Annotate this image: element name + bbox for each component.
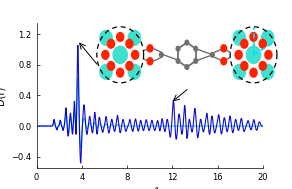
Circle shape xyxy=(125,39,134,49)
Circle shape xyxy=(112,46,128,64)
X-axis label: r / Å: r / Å xyxy=(140,188,160,189)
Circle shape xyxy=(99,64,113,80)
Circle shape xyxy=(240,61,248,71)
Circle shape xyxy=(116,32,124,42)
Circle shape xyxy=(246,46,261,64)
Circle shape xyxy=(232,64,246,80)
Circle shape xyxy=(107,39,115,49)
Circle shape xyxy=(131,50,139,60)
Circle shape xyxy=(184,40,190,46)
Circle shape xyxy=(116,68,124,78)
Circle shape xyxy=(261,64,274,80)
Circle shape xyxy=(249,32,258,42)
Circle shape xyxy=(101,50,110,60)
Circle shape xyxy=(159,52,164,58)
Circle shape xyxy=(220,57,227,66)
Y-axis label: D(r): D(r) xyxy=(0,86,6,105)
Circle shape xyxy=(249,68,258,78)
Circle shape xyxy=(220,44,227,53)
Circle shape xyxy=(261,30,274,46)
Circle shape xyxy=(258,61,267,71)
Circle shape xyxy=(240,39,248,49)
Circle shape xyxy=(107,61,115,71)
Circle shape xyxy=(234,50,243,60)
Circle shape xyxy=(193,46,198,52)
Circle shape xyxy=(210,52,215,58)
Circle shape xyxy=(193,58,198,64)
Circle shape xyxy=(128,30,141,46)
Circle shape xyxy=(175,58,180,64)
Circle shape xyxy=(147,44,154,53)
Circle shape xyxy=(184,64,190,70)
Circle shape xyxy=(128,64,141,80)
Circle shape xyxy=(125,61,134,71)
Circle shape xyxy=(232,30,246,46)
Circle shape xyxy=(99,30,113,46)
Circle shape xyxy=(264,50,273,60)
Circle shape xyxy=(147,57,154,66)
Circle shape xyxy=(258,39,267,49)
Circle shape xyxy=(175,46,180,52)
